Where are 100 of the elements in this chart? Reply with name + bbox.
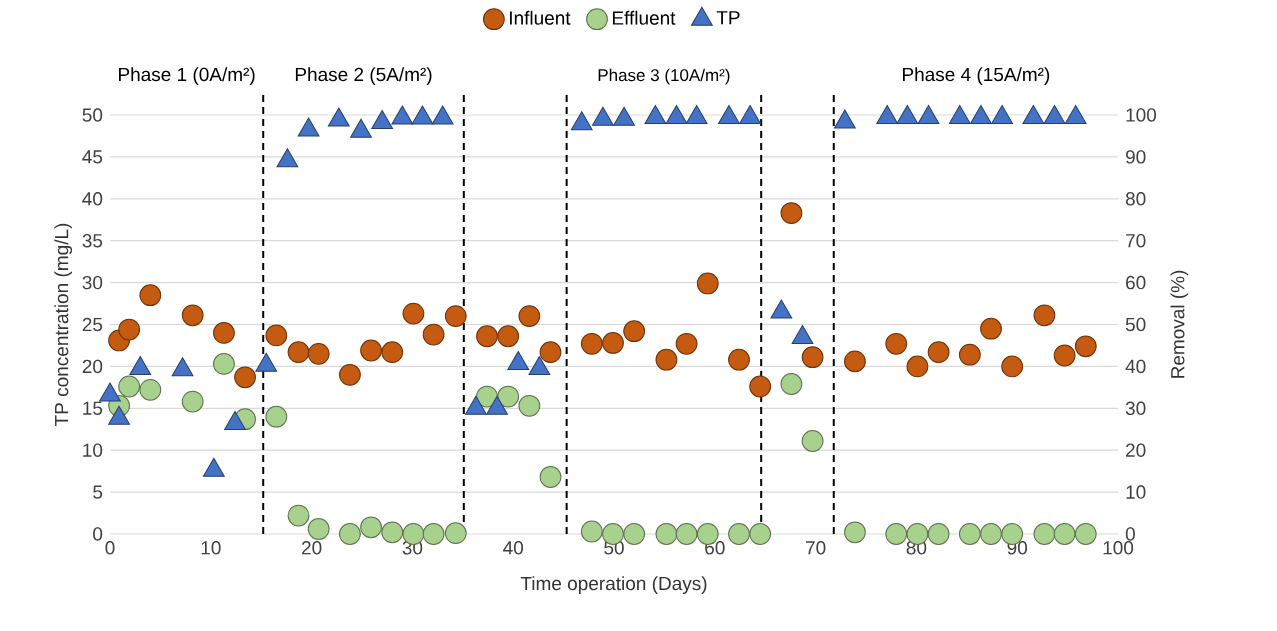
point xyxy=(844,350,866,373)
point xyxy=(287,504,310,527)
y2-tick-label: 20 xyxy=(1126,443,1146,457)
point xyxy=(422,523,445,545)
point xyxy=(1053,523,1076,545)
point xyxy=(497,385,520,408)
y-tick-label: 15 xyxy=(83,401,103,415)
text: Phase 4 (15A/m²) xyxy=(903,67,1050,85)
text: Phase 1 (0A/m²) xyxy=(119,67,255,85)
point xyxy=(580,520,603,543)
point xyxy=(791,324,814,344)
point xyxy=(118,318,141,341)
point xyxy=(958,523,981,545)
point xyxy=(801,430,824,452)
point xyxy=(465,395,487,415)
point xyxy=(655,348,678,371)
point xyxy=(139,378,162,401)
point xyxy=(402,302,425,325)
point xyxy=(876,105,899,125)
point xyxy=(307,342,330,365)
point xyxy=(181,390,204,413)
point xyxy=(1001,355,1024,378)
point xyxy=(749,523,772,545)
point xyxy=(307,518,330,540)
y-tick-label: 5 xyxy=(93,485,103,499)
point xyxy=(539,341,562,364)
y2-tick-label: 70 xyxy=(1126,233,1146,248)
point xyxy=(381,521,404,544)
y2-tick-label: 60 xyxy=(1126,275,1146,290)
legend-label: Effluent xyxy=(612,10,676,25)
y2-tick-label: 40 xyxy=(1125,359,1146,374)
point xyxy=(444,522,467,545)
point xyxy=(780,202,803,224)
point xyxy=(917,105,940,125)
legend-label: Influent xyxy=(510,10,571,25)
point xyxy=(287,341,310,364)
point xyxy=(371,110,394,130)
point xyxy=(991,105,1013,125)
point xyxy=(181,304,204,327)
point xyxy=(801,346,824,369)
point xyxy=(1074,335,1097,358)
point xyxy=(265,405,288,428)
x-tick-label: 0 xyxy=(105,541,115,555)
point xyxy=(970,105,992,125)
point xyxy=(675,523,698,545)
point xyxy=(655,523,678,545)
point xyxy=(665,105,688,125)
point xyxy=(391,105,414,125)
point xyxy=(927,341,950,364)
point xyxy=(592,106,614,126)
x-tick-label: 70 xyxy=(806,541,826,555)
point xyxy=(602,332,624,354)
point xyxy=(948,105,971,125)
y2-tick-label: 100 xyxy=(1126,108,1157,122)
point xyxy=(99,382,121,402)
point xyxy=(108,405,130,425)
y-tick-label: 30 xyxy=(82,275,103,290)
y-tick-label: 40 xyxy=(82,192,103,206)
point xyxy=(507,350,530,370)
point xyxy=(411,105,434,125)
point xyxy=(360,339,382,362)
point xyxy=(770,299,793,319)
point xyxy=(739,105,761,125)
point xyxy=(623,320,646,343)
y2-tick-label: 30 xyxy=(1125,401,1146,416)
point xyxy=(497,325,520,348)
point xyxy=(580,332,603,355)
y2-axis-title: Removal (%) xyxy=(1170,270,1189,378)
x-tick-label: 100 xyxy=(1103,541,1134,555)
y2-tick-label: 0 xyxy=(1125,527,1135,541)
point xyxy=(1033,304,1056,327)
point xyxy=(528,355,551,375)
y2-tick-label: 50 xyxy=(1125,317,1146,332)
point xyxy=(129,355,152,375)
point xyxy=(980,317,1002,340)
y-tick-label: 50 xyxy=(82,108,103,122)
point xyxy=(518,305,541,328)
point xyxy=(171,357,194,377)
x-tick-label: 10 xyxy=(201,541,221,555)
y2-tick-label: 80 xyxy=(1125,192,1146,206)
point xyxy=(644,105,667,125)
point xyxy=(675,332,698,355)
point xyxy=(927,523,950,545)
legend-label: TP xyxy=(716,11,740,25)
point xyxy=(906,355,929,378)
point xyxy=(255,352,278,372)
x-tick-label: 20 xyxy=(301,541,322,555)
point xyxy=(696,272,719,295)
point xyxy=(118,375,141,398)
y-tick-label: 35 xyxy=(82,233,103,248)
point xyxy=(224,410,246,430)
y2-tick-label: 90 xyxy=(1125,150,1146,164)
point xyxy=(1074,523,1097,545)
y2-tick-label: 10 xyxy=(1126,485,1146,499)
point xyxy=(339,523,361,545)
point xyxy=(728,348,750,371)
point xyxy=(1053,344,1076,367)
point xyxy=(381,341,404,364)
point xyxy=(623,523,646,545)
point xyxy=(833,109,856,129)
